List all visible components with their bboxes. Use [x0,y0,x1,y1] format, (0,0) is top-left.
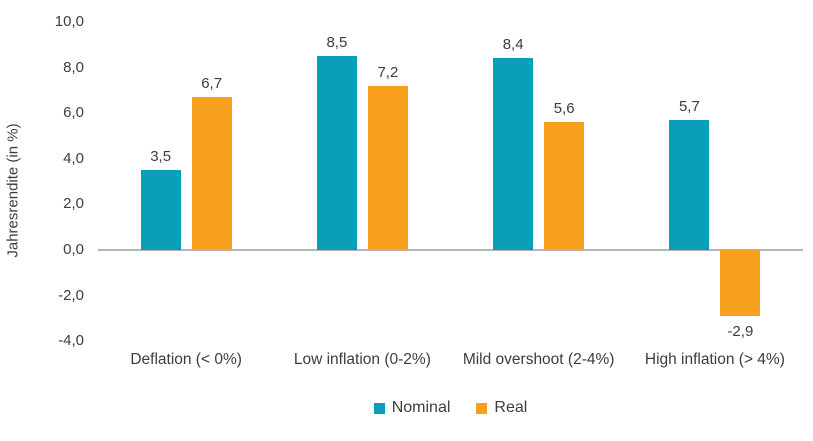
x-category-label: Deflation (< 0%) [130,351,242,368]
bar-real-4 [720,250,761,317]
legend-item-nominal: Nominal [373,399,451,417]
y-tick-label: -4,0 [58,332,84,350]
x-category-label: High inflation (> 4%) [644,351,785,368]
legend-label: Real [494,399,528,416]
value-label-real-1: 6,7 [201,75,223,93]
bar-nominal-3 [493,58,534,250]
y-tick-label: 0,0 [63,241,84,258]
legend-item-real: Real [476,399,527,417]
legend: Nominal Real [98,399,803,417]
bar-real-3 [544,122,585,250]
value-label-nominal-4: 5,7 [678,98,700,116]
y-tick-label: 8,0 [63,58,84,76]
legend-swatch-nominal [373,402,385,414]
bar-nominal-2 [316,56,357,250]
legend-label: Nominal [391,399,451,416]
value-label-real-4: -2,9 [727,323,754,341]
bar-real-2 [367,85,408,250]
value-label-real-3: 5,6 [553,100,575,118]
y-tick-label: 4,0 [63,149,84,167]
bar-real-1 [191,97,232,250]
value-label-nominal-2: 8,5 [326,34,348,52]
bar-nominal-4 [669,120,710,250]
x-category-label: Low inflation (0-2%) [293,351,431,368]
bar-nominal-1 [140,170,181,250]
x-axis-line [98,249,803,251]
legend-swatch-real [476,402,488,414]
y-tick-label: -2,0 [58,286,84,304]
x-category-label: Mild overshoot (2-4%) [462,351,615,368]
y-tick-label: 6,0 [63,104,84,122]
value-label-nominal-3: 8,4 [502,36,524,54]
y-tick-label: 10,0 [54,13,84,30]
value-label-nominal-1: 3,5 [150,148,172,166]
y-tick-label: 2,0 [63,195,84,213]
value-label-real-2: 7,2 [377,63,399,81]
